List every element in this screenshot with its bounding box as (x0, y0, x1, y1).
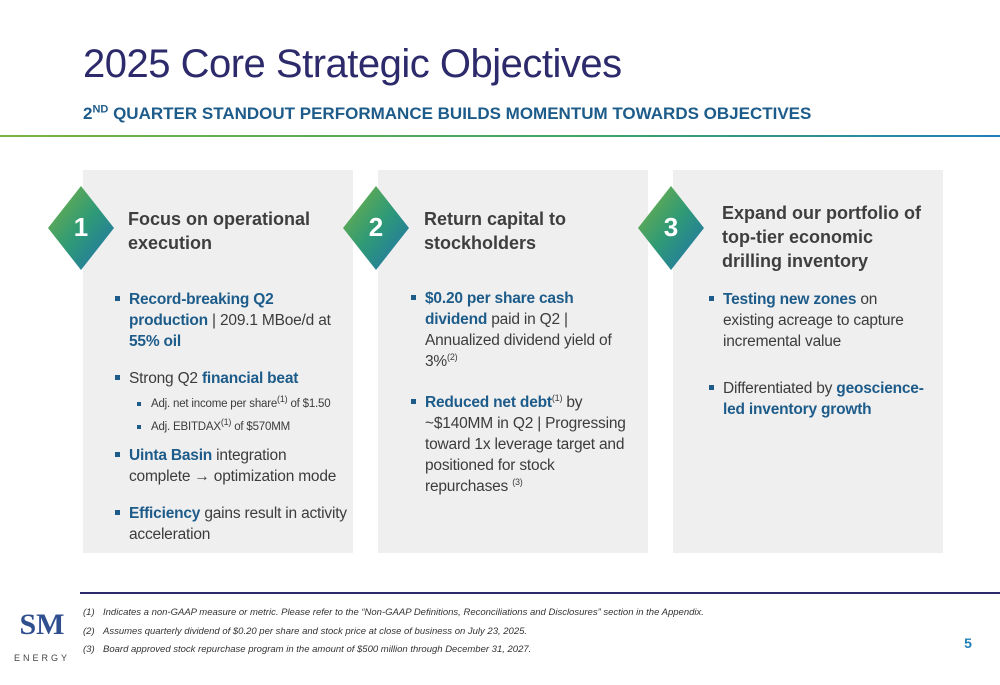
run: integration complete → optimization mode (129, 447, 337, 485)
subtitle-number: 2 (83, 104, 93, 123)
column-heading: Expand our portfolio of top-tier economi… (722, 203, 921, 271)
sub-list: Adj. net income per share(1) of $1.50 Ad… (129, 394, 347, 435)
logo-mark: SM (20, 608, 65, 641)
subtitle-text: QUARTER STANDOUT PERFORMANCE BUILDS MOME… (108, 104, 812, 123)
run: Differentiated by (723, 380, 837, 397)
diamond (638, 186, 704, 270)
bullet: Uinta Basin integration complete → optim… (115, 445, 347, 487)
bullet-list: Record-breaking Q2 production | 209.1 MB… (115, 289, 347, 561)
run: Adj. net income per share (151, 398, 278, 410)
sub-bullet: Adj. net income per share(1) of $1.50 (129, 394, 347, 412)
column-number: 3 (664, 212, 678, 242)
footnote-ref: (1) (277, 394, 288, 405)
bold-run: financial beat (201, 370, 299, 387)
bullet: Reduced net debt(1) by ~$140MM in Q2 | P… (411, 392, 633, 497)
bold-run: 55% oil (129, 333, 182, 350)
run: of $570MM (231, 421, 290, 433)
bullet: Strong Q2 financial beat Adj. net income… (115, 368, 347, 435)
page-number: 5 (964, 635, 972, 651)
footnote-text: Indicates a non-GAAP measure or metric. … (103, 607, 704, 618)
run: of $1.50 (287, 398, 331, 410)
sub-bullet: Adj. EBITDAX(1) of $570MM (129, 417, 347, 435)
column-number: 2 (369, 212, 383, 242)
run: Adj. EBITDAX (151, 421, 221, 433)
footnote-ref: (1) (220, 417, 232, 428)
footnote-marker: (1) (83, 607, 95, 618)
bullet: Testing new zones on existing acreage to… (709, 289, 929, 352)
bold-run: Testing new zones (723, 291, 857, 308)
column-heading: Focus on operational execution (128, 209, 311, 253)
run: gains result in activity acceleration (129, 505, 347, 543)
header-rule (0, 135, 1000, 137)
logo-name: ENERGY (14, 653, 70, 663)
footnote-ref: (3) (512, 476, 523, 487)
run: by ~$140MM in Q2 | Progressing toward 1x… (425, 394, 626, 495)
bold-run: Record-breaking Q2 production (129, 291, 274, 329)
footer-rule (80, 592, 1000, 594)
panel (83, 170, 353, 553)
bullet: Differentiated by geoscience-led invento… (709, 378, 929, 420)
bullet-list: Testing new zones on existing acreage to… (709, 289, 929, 436)
run: paid in Q2 | Annualized dividend yield o… (425, 311, 612, 370)
diamond (343, 186, 409, 270)
bold-run: geoscience-led inventory growth (723, 380, 924, 418)
bold-run: Efficiency (129, 505, 201, 522)
run: Strong Q2 (129, 370, 202, 387)
subtitle-suffix: ND (92, 103, 109, 116)
column-number: 1 (74, 212, 88, 242)
footnote-marker: (3) (83, 644, 95, 655)
footnote-ref: (1) (551, 392, 563, 403)
slide-subtitle: 2ND QUARTER STANDOUT PERFORMANCE BUILDS … (83, 104, 811, 124)
bullet: Efficiency gains result in activity acce… (115, 503, 347, 545)
panel (378, 170, 648, 553)
panel (673, 170, 943, 553)
bold-run: Reduced net debt (425, 394, 552, 411)
bullet: $0.20 per share cash dividend paid in Q2… (411, 288, 633, 372)
footnote: (1) Indicates a non-GAAP measure or metri… (83, 607, 704, 618)
slide-title: 2025 Core Strategic Objectives (83, 42, 622, 86)
footnote-text: Assumes quarterly dividend of $0.20 per … (103, 626, 528, 637)
bullet-list: $0.20 per share cash dividend paid in Q2… (411, 288, 633, 513)
footnote-marker: (2) (83, 626, 95, 637)
run: | 209.1 MBoe/d at (207, 312, 331, 329)
diamond (48, 186, 114, 270)
footnote-text: Board approved stock repurchase program … (103, 644, 532, 655)
bold-run: $0.20 per share cash dividend (425, 290, 574, 328)
column-heading: Return capital to stockholders (424, 209, 567, 253)
run: on existing acreage to capture increment… (723, 291, 904, 350)
bullet: Record-breaking Q2 production | 209.1 MB… (115, 289, 347, 352)
bold-run: Uinta Basin (129, 447, 213, 464)
footnote-ref: (2) (447, 351, 458, 362)
footnote: (2) Assumes quarterly dividend of $0.20 p… (83, 626, 527, 637)
footnote: (3) Board approved stock repurchase progr… (83, 644, 531, 655)
